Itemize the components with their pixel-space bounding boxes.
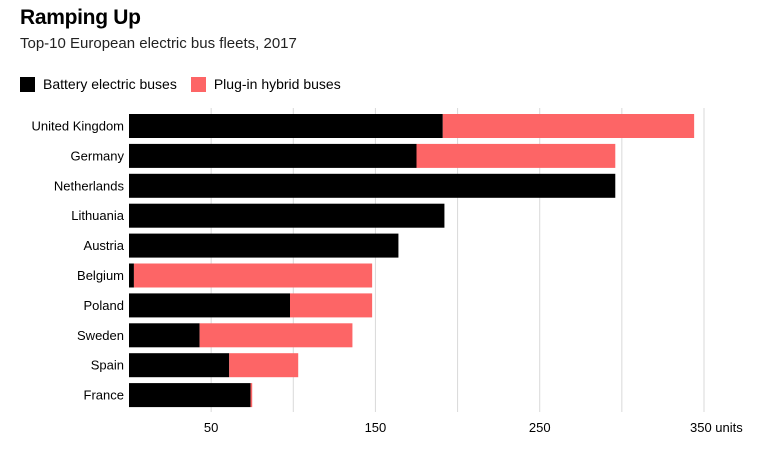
bar-united-kingdom-battery xyxy=(129,114,443,138)
bar-france-battery xyxy=(129,383,251,408)
legend: Battery electric buses Plug-in hybrid bu… xyxy=(20,76,355,92)
bar-belgium-hybrid xyxy=(133,263,373,288)
legend-label-battery: Battery electric buses xyxy=(43,76,177,92)
category-label-spain: Spain xyxy=(91,358,124,373)
bar-sweden-battery xyxy=(129,323,200,348)
legend-item-hybrid: Plug-in hybrid buses xyxy=(190,76,341,92)
bar-poland-hybrid xyxy=(290,293,373,318)
legend-swatch-battery xyxy=(20,76,35,92)
bar-poland-battery xyxy=(129,293,290,318)
bar-lithuania-battery xyxy=(129,203,445,228)
category-label-netherlands: Netherlands xyxy=(54,178,125,193)
category-label-france: France xyxy=(84,388,124,403)
category-label-austria: Austria xyxy=(84,238,125,253)
bar-united-kingdom-hybrid xyxy=(442,114,695,138)
category-label-united-kingdom: United Kingdom xyxy=(32,119,125,134)
bar-belgium-battery xyxy=(129,263,134,288)
bar-austria-battery xyxy=(129,233,399,258)
category-label-poland: Poland xyxy=(84,298,124,313)
x-tick-label-150: 150 xyxy=(365,420,387,435)
legend-label-hybrid: Plug-in hybrid buses xyxy=(213,76,341,92)
category-label-germany: Germany xyxy=(71,148,125,163)
legend-item-battery: Battery electric buses xyxy=(20,76,177,92)
bar-germany-battery xyxy=(129,143,417,168)
bar-spain-hybrid xyxy=(229,353,299,378)
category-label-lithuania: Lithuania xyxy=(71,208,125,223)
bar-netherlands-battery xyxy=(129,173,616,198)
bar-france-hybrid xyxy=(250,383,253,408)
chart-subtitle: Top-10 European electric bus fleets, 201… xyxy=(20,35,297,52)
x-tick-label-50: 50 xyxy=(204,420,218,435)
x-tick-label-250: 250 xyxy=(529,420,551,435)
category-label-belgium: Belgium xyxy=(77,268,124,283)
legend-swatch-hybrid xyxy=(190,76,206,92)
x-tick-label-350: 350 units xyxy=(690,420,743,435)
bar-germany-hybrid xyxy=(416,143,616,168)
bar-spain-battery xyxy=(129,353,230,378)
bar-sweden-hybrid xyxy=(199,323,353,348)
chart-title: Ramping Up xyxy=(20,6,141,29)
category-label-sweden: Sweden xyxy=(77,328,124,343)
